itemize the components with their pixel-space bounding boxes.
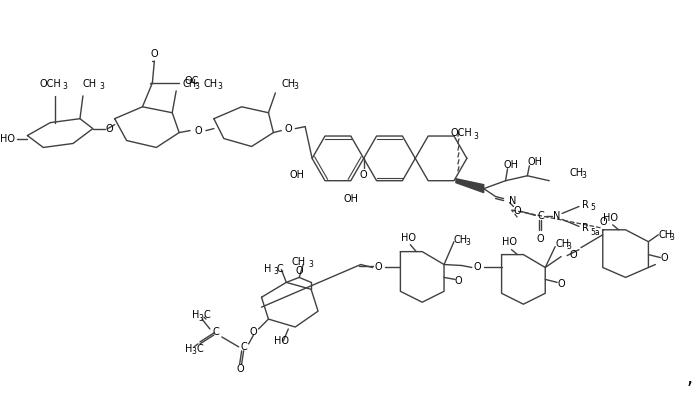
Text: 3: 3 — [473, 132, 478, 141]
Text: CH: CH — [569, 168, 583, 178]
Text: C: C — [213, 327, 219, 337]
Text: 3: 3 — [99, 83, 104, 92]
Text: CH: CH — [182, 79, 196, 89]
Text: O: O — [557, 279, 565, 289]
Text: OH: OH — [289, 170, 304, 180]
Text: N: N — [554, 211, 561, 221]
Text: O: O — [455, 276, 463, 286]
Text: CH: CH — [658, 230, 673, 240]
Text: O: O — [536, 234, 544, 244]
Text: C: C — [538, 211, 545, 221]
Text: OH: OH — [343, 194, 358, 204]
Text: H: H — [193, 310, 200, 320]
Text: O: O — [569, 249, 577, 260]
Text: CH: CH — [291, 256, 305, 267]
Text: HO: HO — [401, 233, 416, 243]
Text: HO: HO — [603, 213, 618, 223]
Text: 5: 5 — [590, 203, 595, 212]
Text: 3: 3 — [294, 83, 299, 92]
Text: O: O — [150, 49, 158, 59]
Text: CH: CH — [281, 79, 295, 89]
Text: CH: CH — [83, 79, 97, 89]
Text: CH: CH — [204, 79, 218, 89]
Text: OC: OC — [184, 76, 199, 86]
Text: C: C — [277, 265, 284, 274]
Text: 3: 3 — [670, 233, 675, 242]
Text: HO: HO — [1, 133, 15, 144]
Text: O: O — [237, 364, 244, 374]
Text: ,: , — [687, 369, 693, 388]
Text: N: N — [508, 196, 516, 206]
Text: C: C — [204, 310, 210, 320]
Text: R: R — [582, 200, 589, 209]
Text: HO: HO — [502, 237, 517, 247]
Text: C: C — [240, 342, 247, 352]
Text: H: H — [186, 344, 192, 354]
Text: 5a: 5a — [590, 228, 599, 237]
Text: 3: 3 — [309, 260, 314, 269]
Text: 3: 3 — [62, 83, 67, 92]
Text: 3: 3 — [199, 314, 204, 323]
Text: O: O — [284, 124, 292, 134]
Text: 3: 3 — [273, 267, 278, 276]
Polygon shape — [456, 179, 484, 193]
Text: O: O — [194, 126, 202, 136]
Text: O: O — [295, 267, 303, 276]
Text: O: O — [250, 327, 258, 337]
Text: R: R — [582, 223, 589, 233]
Text: 3: 3 — [582, 171, 587, 180]
Text: 3: 3 — [192, 347, 197, 356]
Text: 3: 3 — [218, 83, 223, 92]
Text: 3: 3 — [195, 83, 200, 92]
Text: O: O — [360, 170, 368, 180]
Text: 3: 3 — [566, 242, 571, 251]
Text: O: O — [514, 207, 522, 216]
Text: CH: CH — [454, 235, 468, 245]
Text: OCH: OCH — [450, 128, 472, 138]
Text: OH: OH — [528, 157, 542, 167]
Text: OCH: OCH — [39, 79, 61, 89]
Text: O: O — [106, 124, 113, 134]
Text: O: O — [474, 263, 482, 272]
Text: C: C — [197, 344, 204, 354]
Text: CH: CH — [555, 239, 569, 249]
Text: O: O — [374, 263, 382, 272]
Text: O: O — [600, 217, 608, 227]
Text: H: H — [264, 265, 272, 274]
Text: HO: HO — [274, 336, 289, 346]
Text: 3: 3 — [466, 238, 470, 247]
Text: OH: OH — [503, 160, 518, 170]
Text: O: O — [660, 253, 668, 263]
